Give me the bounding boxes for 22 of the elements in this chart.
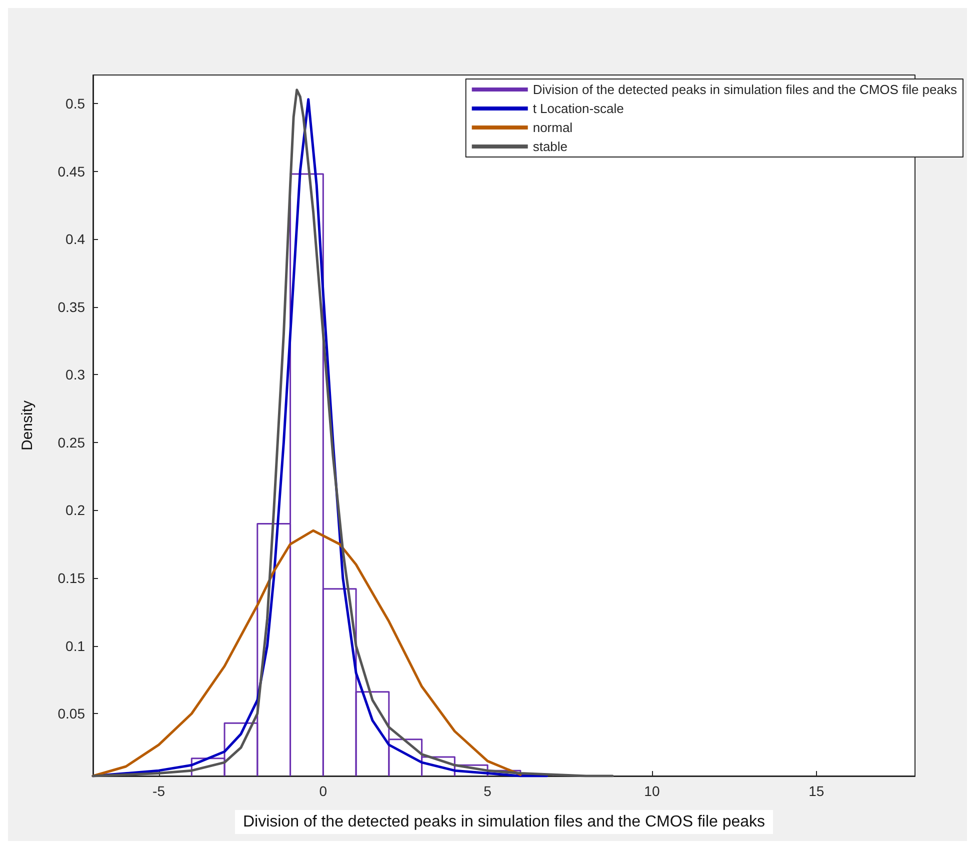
y-tick-label: 0.25 xyxy=(58,434,86,450)
line-series xyxy=(92,529,522,778)
legend-label: Division of the detected peaks in simulation files and the CMOS file peaks xyxy=(532,82,958,97)
legend-label: stable xyxy=(532,139,568,154)
x-tick-label: 5 xyxy=(484,783,492,799)
y-tick-label: 0.5 xyxy=(66,95,86,112)
x-tick-label: -5 xyxy=(152,783,166,799)
y-tick-label: 0.15 xyxy=(58,570,86,586)
y-tick-label: 0.45 xyxy=(58,163,86,180)
x-axis-title: Division of the detected peaks in simulation files and the CMOS file peaks xyxy=(242,814,766,830)
x-tick-label: 15 xyxy=(808,783,824,799)
y-tick-label: 0.35 xyxy=(58,298,86,315)
legend-label: normal xyxy=(532,120,573,135)
y-tick-label: 0.1 xyxy=(66,638,86,654)
x-tick-label: 0 xyxy=(319,783,328,799)
y-tick-label: 0.2 xyxy=(66,502,86,518)
x-tick-label: 10 xyxy=(644,783,660,799)
y-tick-label: 0.3 xyxy=(66,366,86,383)
legend-label: t Location-scale xyxy=(532,101,624,116)
y-axis-title: Density xyxy=(19,400,36,451)
y-tick-label: 0.4 xyxy=(66,231,86,248)
y-tick-label: 0.05 xyxy=(58,706,86,722)
